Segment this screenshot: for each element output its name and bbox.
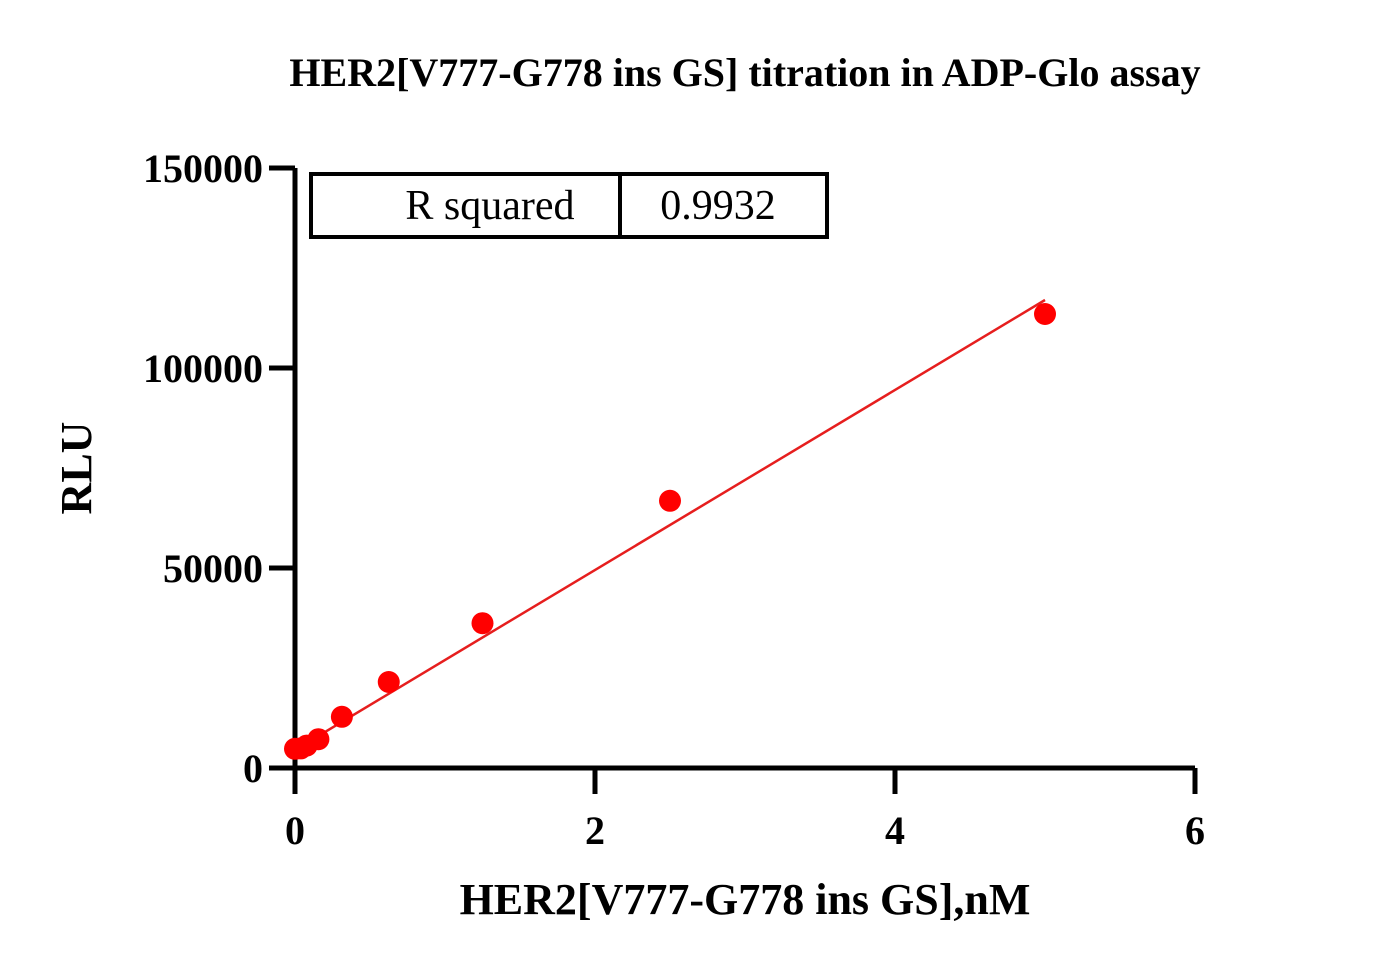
y-tick-label: 150000 <box>143 146 263 191</box>
regression-line-group <box>294 298 1046 752</box>
r-squared-table: R squared 0.9932 <box>309 172 829 239</box>
y-tick-label: 0 <box>243 746 263 791</box>
x-tick-label: 0 <box>285 808 305 853</box>
y-tick-label: 50000 <box>163 546 263 591</box>
x-axis-ticks: 0 2 4 6 <box>285 768 1205 853</box>
x-tick-label: 2 <box>585 808 605 853</box>
x-axis-label: HER2[V777-G778 ins GS],nM <box>460 875 1031 924</box>
x-tick-label: 4 <box>885 808 905 853</box>
data-point <box>471 612 494 635</box>
data-point <box>659 489 681 512</box>
y-tick-label: 100000 <box>143 346 263 391</box>
y-axis-label: RLU <box>52 422 101 515</box>
data-points <box>284 303 1056 760</box>
data-point <box>1034 303 1056 325</box>
chart-title: HER2[V777-G778 ins GS] titration in ADP-… <box>289 50 1200 95</box>
r-squared-table-border <box>309 172 829 239</box>
data-point <box>330 705 353 728</box>
y-axis-ticks: 0 50000 100000 150000 <box>143 146 295 791</box>
r-squared-value: 0.9932 <box>660 183 776 229</box>
r-squared-label: R squared <box>405 183 574 229</box>
data-point <box>377 671 400 693</box>
data-point <box>307 728 330 751</box>
regression-line <box>294 298 1046 752</box>
x-tick-label: 6 <box>1185 808 1205 853</box>
